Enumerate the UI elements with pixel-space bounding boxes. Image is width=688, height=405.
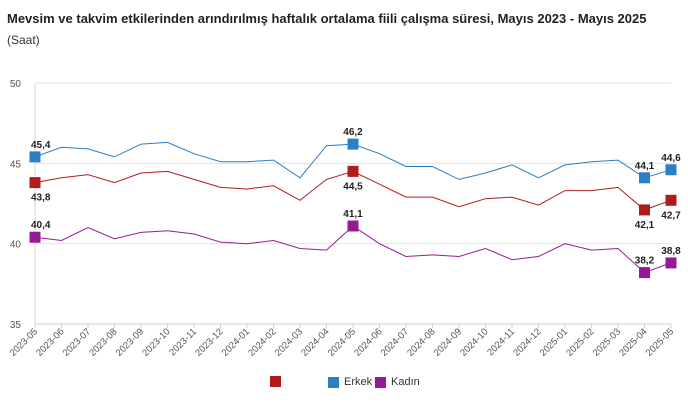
x-tick-label-2: 2023-07 (61, 326, 93, 358)
series-1-data-label-0: 45,4 (31, 140, 51, 151)
x-tick-label-7: 2023-12 (193, 326, 225, 358)
series-1-marker-2 (639, 172, 650, 184)
x-tick-label-22: 2025-03 (591, 326, 623, 358)
series-1-data-label-2: 44,1 (635, 161, 655, 172)
x-tick-label-11: 2024-04 (299, 326, 331, 358)
series-2-data-label-2: 38,2 (635, 256, 655, 267)
series-0-data-label-1: 44,5 (343, 181, 363, 192)
x-tick-label-0: 2023-05 (8, 326, 40, 358)
x-tick-label-15: 2024-08 (405, 326, 437, 358)
series-2-marker-0 (29, 231, 41, 243)
line-chart: 354045502023-052023-062023-072023-082023… (8, 79, 681, 359)
x-tick-label-3: 2023-08 (87, 326, 119, 358)
legend-swatch-series-1 (270, 376, 281, 387)
chart-title: Mevsim ve takvim etkilerinden arındırılm… (7, 11, 647, 26)
y-tick-label-3: 50 (10, 79, 22, 90)
x-tick-label-19: 2024-12 (511, 326, 543, 358)
series-line-2 (34, 225, 672, 274)
x-tick-label-16: 2024-09 (432, 326, 464, 358)
legend-item-kadin[interactable]: Kadın (375, 376, 420, 388)
series-1-marker-1 (347, 138, 359, 150)
legend-item-series-1[interactable] (270, 376, 286, 387)
x-tick-label-24: 2025-05 (644, 326, 676, 358)
x-tick-label-1: 2023-06 (34, 326, 66, 358)
series-2-marker-3 (665, 257, 677, 269)
series-1-data-label-1: 46,2 (343, 127, 363, 138)
x-tick-label-14: 2024-07 (379, 326, 411, 358)
x-tick-label-4: 2023-09 (114, 326, 146, 358)
legend-label-erkek: Erkek (344, 376, 373, 388)
x-tick-label-9: 2024-02 (246, 326, 278, 358)
x-tick-label-8: 2024-01 (220, 326, 252, 358)
series-2-data-label-3: 38,8 (661, 246, 681, 257)
x-tick-label-13: 2024-06 (352, 326, 384, 358)
x-tick-label-10: 2024-03 (273, 326, 305, 358)
y-tick-label-0: 35 (10, 320, 22, 331)
series-0-data-label-2: 42,1 (635, 220, 655, 231)
x-tick-label-17: 2024-10 (458, 326, 490, 358)
series-0-marker-0 (29, 177, 41, 189)
series-0-marker-2 (639, 204, 650, 216)
series-1-marker-0 (29, 151, 41, 163)
series-2-marker-2 (639, 267, 650, 279)
legend-item-erkek[interactable]: Erkek (328, 376, 372, 388)
series-0-marker-1 (347, 165, 359, 177)
y-tick-label-1: 40 (10, 240, 22, 251)
x-tick-label-12: 2024-05 (326, 326, 358, 358)
series-0-data-label-0: 43,8 (31, 193, 51, 204)
series-0-marker-3 (665, 194, 677, 206)
chart-legend: Erkek Kadın (0, 376, 688, 392)
legend-swatch-erkek (328, 376, 339, 388)
series-2-marker-1 (347, 220, 359, 232)
legend-swatch-kadin (375, 376, 386, 388)
series-2-data-label-0: 40,4 (31, 220, 51, 231)
y-tick-label-2: 45 (10, 159, 22, 170)
series-1-data-label-3: 44,6 (661, 153, 681, 164)
series-2-data-label-1: 41,1 (343, 209, 363, 220)
x-tick-label-23: 2025-04 (617, 326, 649, 358)
series-1-marker-3 (665, 164, 677, 176)
x-tick-label-20: 2025-01 (538, 326, 570, 358)
x-tick-label-5: 2023-10 (140, 326, 172, 358)
series-0-data-label-3: 42,7 (661, 210, 681, 221)
legend-label-kadin: Kadın (391, 376, 420, 388)
x-tick-label-21: 2025-02 (564, 326, 596, 358)
chart-subtitle: (Saat) (7, 33, 40, 47)
